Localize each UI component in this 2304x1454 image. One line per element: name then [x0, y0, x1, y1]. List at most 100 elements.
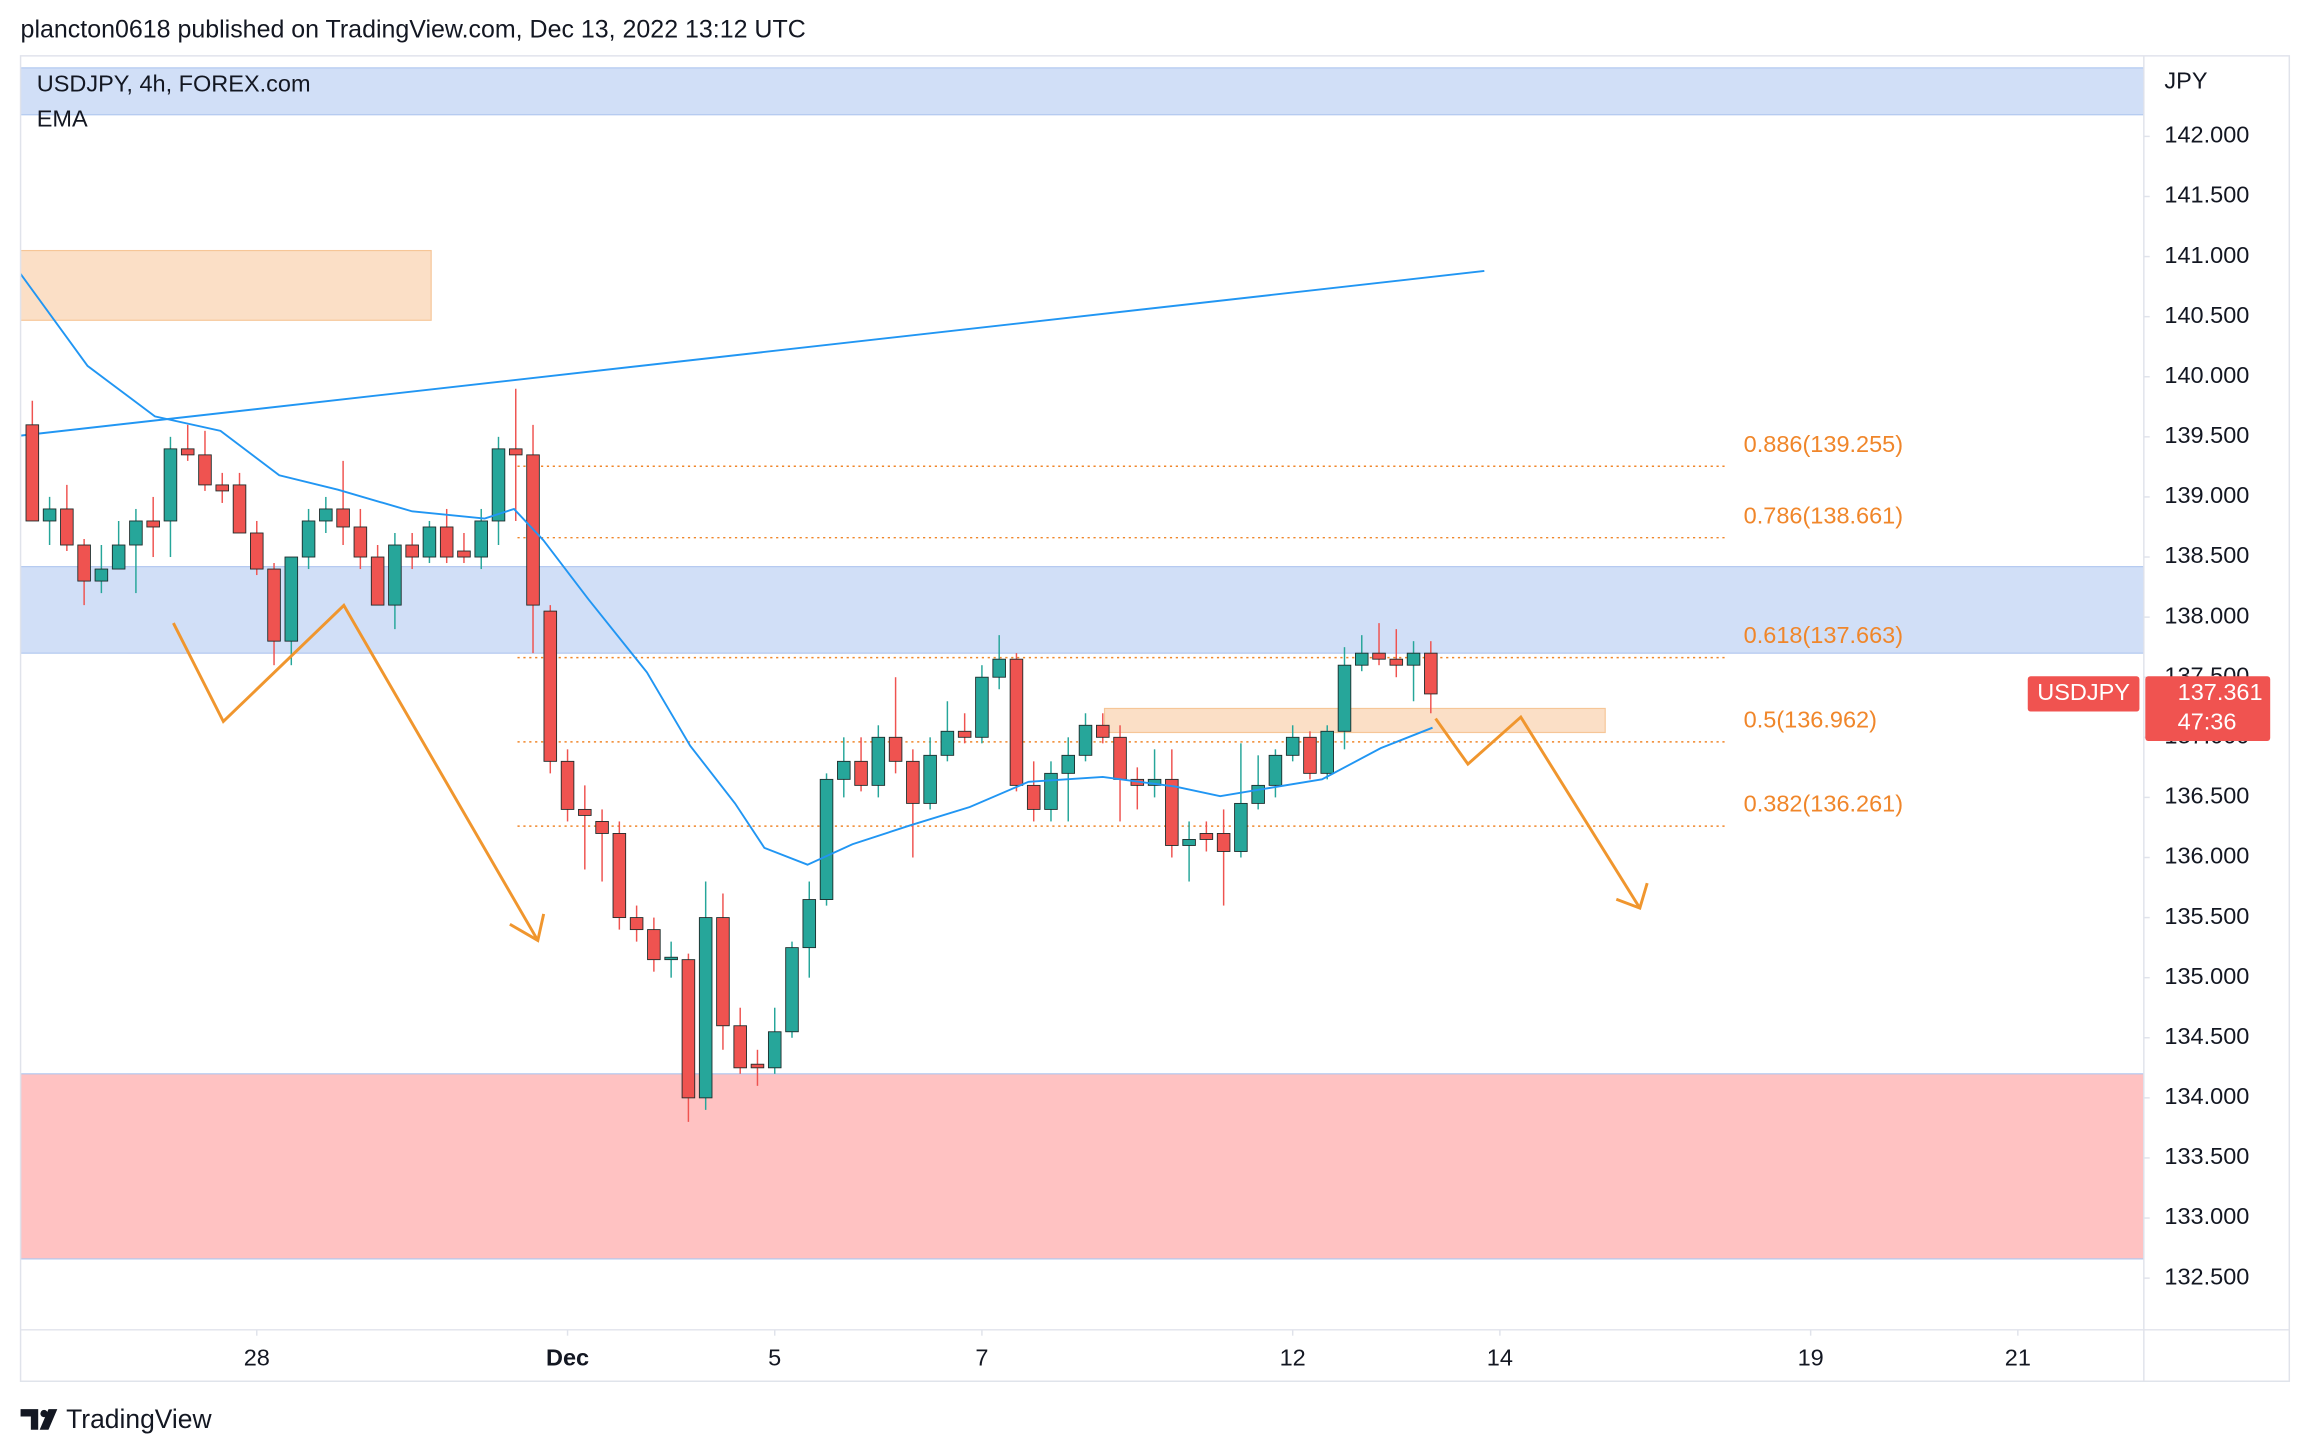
fib-label: 0.382(136.261)	[1744, 791, 1903, 817]
y-tick-label: 138.500	[2164, 542, 2249, 568]
y-tick-label: 135.000	[2164, 963, 2249, 989]
candle-body	[871, 736, 886, 786]
candle-body	[1009, 658, 1024, 786]
candle-body	[215, 484, 230, 492]
candle-body	[1113, 736, 1127, 780]
candle-body	[923, 754, 937, 804]
frame	[19, 55, 2291, 1382]
zone	[1103, 707, 1606, 734]
candle-body	[681, 959, 696, 1099]
candle-body	[1285, 736, 1300, 756]
fib-label: 0.786(138.661)	[1744, 502, 1903, 528]
candle-body	[1061, 754, 1076, 774]
candle-body	[647, 929, 661, 961]
candle-body	[975, 676, 989, 738]
y-tick-label: 140.000	[2164, 362, 2249, 388]
candle-body	[1216, 833, 1231, 852]
header: plancton0618 published on TradingView.co…	[21, 15, 806, 43]
candle-body	[940, 730, 955, 756]
candle-body	[250, 532, 264, 570]
candle-body	[1268, 754, 1283, 786]
candle-body	[336, 508, 350, 528]
candle-body	[94, 568, 109, 582]
candle-body	[1389, 658, 1404, 666]
candle-body	[578, 808, 592, 816]
zone	[20, 67, 2144, 116]
symbol-badge	[2027, 676, 2140, 712]
x-tick-label: 14	[1487, 1344, 1513, 1370]
drawn-arrow	[172, 603, 540, 942]
y-tick-label: 141.500	[2164, 182, 2249, 208]
price-badge	[2145, 676, 2271, 741]
y-tick-label: 132.500	[2164, 1263, 2249, 1289]
candle-body	[439, 526, 454, 558]
candle-body	[301, 520, 316, 558]
fib-label: 0.886(139.255)	[1744, 431, 1903, 457]
candle-body	[319, 508, 333, 522]
candle-body	[232, 484, 247, 534]
candle-body	[111, 544, 126, 570]
candle-body	[733, 1025, 747, 1069]
candle-body	[629, 917, 644, 931]
drawn-arrow	[1434, 714, 1642, 909]
candle-body	[543, 610, 558, 762]
candle-body	[1165, 778, 1179, 846]
y-tick-label: 136.500	[2164, 783, 2249, 809]
y-tick-label: 135.500	[2164, 903, 2249, 929]
x-tick-label: 12	[1280, 1344, 1306, 1370]
candle-body	[60, 508, 74, 546]
candle-body	[267, 568, 281, 642]
candle-body	[1199, 833, 1214, 840]
candle-body	[1424, 652, 1438, 695]
y-tick-label: 139.500	[2164, 422, 2249, 448]
candle-body	[698, 917, 713, 1099]
candle-body	[180, 448, 195, 456]
y-tick-label: 133.500	[2164, 1143, 2249, 1169]
y-tick-label: 133.000	[2164, 1203, 2249, 1229]
candle-body	[129, 520, 143, 546]
y-tick-label: 142.000	[2164, 122, 2249, 148]
x-tick-label: 28	[244, 1344, 270, 1370]
candle-body	[284, 556, 299, 642]
x-tick-label: 21	[2005, 1344, 2031, 1370]
candle-body	[819, 778, 834, 900]
y-tick-label: 136.000	[2164, 843, 2249, 869]
logo-mark	[20, 1409, 58, 1430]
candle-body	[508, 448, 523, 456]
candle-body	[906, 760, 920, 804]
candle-body	[405, 544, 419, 558]
candle-body	[595, 820, 609, 834]
candle-body	[1078, 724, 1093, 756]
candle-body	[422, 526, 437, 558]
candle-body	[198, 454, 212, 486]
candle-body	[992, 658, 1006, 678]
candle-body	[1182, 839, 1196, 846]
y-tick-label: 139.000	[2164, 482, 2249, 508]
candle-body	[146, 520, 160, 528]
candle-body	[1096, 724, 1110, 738]
candle-body	[25, 424, 40, 522]
y-tick-label: 134.500	[2164, 1023, 2249, 1049]
candle-body	[1251, 784, 1265, 804]
fib-label: 0.5(136.962)	[1744, 707, 1877, 733]
zone	[20, 1073, 2144, 1260]
arrow-head	[1615, 882, 1649, 911]
candle-body	[802, 899, 817, 949]
candle-body	[163, 448, 178, 522]
symbol-badge-label: USDJPY	[2037, 679, 2130, 705]
candle-body	[370, 556, 385, 606]
candle-body	[854, 760, 868, 786]
price-badge-label: 137.361	[2178, 679, 2263, 705]
overlay	[172, 603, 1649, 943]
footer-brand: TradingView	[66, 1404, 212, 1434]
logo-dot	[40, 1409, 48, 1418]
candle-body	[1337, 664, 1352, 732]
candle-body	[1406, 652, 1421, 666]
candle-body	[457, 550, 471, 558]
indicator-label: EMA	[37, 106, 88, 132]
candle-body	[767, 1031, 782, 1069]
zone	[20, 249, 432, 321]
candle-body	[1026, 784, 1041, 810]
x-tick-label: Dec	[546, 1344, 589, 1370]
y-tick-label: 134.000	[2164, 1083, 2249, 1109]
